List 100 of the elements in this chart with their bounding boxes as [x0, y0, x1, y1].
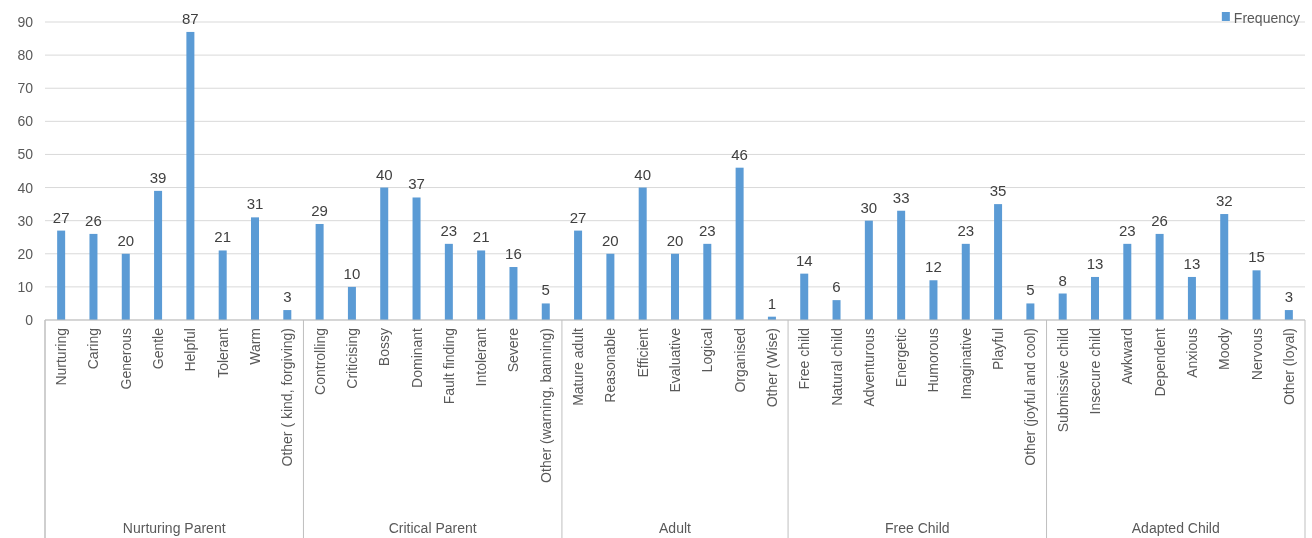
- bar: [1058, 293, 1067, 320]
- bar: [89, 233, 98, 320]
- data-label: 3: [1284, 288, 1294, 306]
- text: Critical Parent: [388, 520, 477, 536]
- bar: [509, 267, 518, 320]
- x-tick-label: Controlling: [311, 328, 328, 395]
- bar: [574, 230, 583, 320]
- x-tick-label: Playful: [990, 328, 1007, 371]
- y-tick-label: 0: [25, 311, 34, 328]
- bar: [477, 250, 486, 320]
- x-tick-label: Generous: [117, 328, 134, 390]
- x-tick-label: Mature adult: [570, 327, 587, 406]
- data-label: 33: [892, 188, 910, 206]
- x-tick-label: Adventurous: [860, 328, 877, 407]
- bar: [1091, 276, 1099, 320]
- x-tick-label: Awkward: [1119, 328, 1136, 385]
- x-tick-label: Submissive child: [1054, 328, 1071, 433]
- data-label: 1: [767, 294, 777, 312]
- data-label: 13: [1086, 254, 1104, 272]
- data-label: 26: [85, 211, 102, 229]
- bar: [380, 187, 389, 320]
- bar: [57, 230, 66, 320]
- y-tick-label: 10: [17, 278, 34, 295]
- x-tick-label: Other (warning, banning): [537, 328, 554, 483]
- x-tick-label: Organised: [731, 328, 748, 393]
- x-tick-label: Insecure child: [1087, 328, 1103, 415]
- data-label: 13: [1183, 254, 1201, 272]
- x-tick-label: Other ( kind, forgiving): [279, 328, 296, 467]
- data-label: 5: [541, 281, 550, 299]
- data-label: 46: [731, 145, 748, 163]
- data-label: 15: [1248, 248, 1265, 266]
- bar: [606, 253, 615, 320]
- y-tick-label: 30: [17, 212, 34, 229]
- x-tick-label: Free child: [796, 328, 813, 390]
- data-label: 40: [375, 165, 393, 183]
- x-tick-label: Dominant: [408, 327, 425, 388]
- bar: [347, 286, 356, 320]
- x-tick-label: Tolerant: [214, 327, 231, 378]
- bar: [541, 303, 550, 320]
- data-label: 40: [634, 165, 652, 183]
- bar: [121, 253, 130, 320]
- data-label: 21: [214, 228, 232, 246]
- x-tick-label: Humorous: [925, 328, 942, 393]
- bar: [1155, 233, 1164, 320]
- bar: [832, 300, 841, 320]
- x-tick-label: Efficient: [634, 327, 651, 378]
- data-label: 23: [957, 221, 975, 239]
- text: Free Child: [885, 520, 950, 536]
- x-tick-label: Reasonable: [602, 327, 619, 403]
- y-tick-label: 70: [17, 80, 34, 97]
- y-tick-label: 60: [17, 113, 34, 130]
- data-label: 31: [246, 195, 264, 213]
- bar: [1187, 276, 1196, 320]
- x-tick-label: Nervous: [1248, 328, 1265, 381]
- data-label: 20: [602, 231, 619, 249]
- bar: [412, 197, 421, 320]
- x-tick-label: Imaginative: [957, 327, 974, 400]
- x-tick-label: Nurturing: [53, 328, 70, 386]
- data-label: 26: [1151, 211, 1168, 229]
- data-label: 32: [1215, 192, 1233, 210]
- data-label: 10: [343, 264, 361, 282]
- bar: [251, 217, 259, 320]
- bar: [186, 31, 195, 320]
- y-tick-label: 80: [17, 47, 34, 64]
- bar: [1123, 243, 1132, 320]
- x-tick-label: Other (Wise): [763, 328, 780, 408]
- x-tick-label: Dependent: [1151, 327, 1168, 397]
- data-label: 37: [408, 175, 425, 193]
- bar: [961, 243, 970, 320]
- bar: [154, 190, 163, 320]
- x-tick-label: Energetic: [893, 328, 910, 388]
- data-label: 8: [1058, 271, 1067, 289]
- data-label: 12: [925, 258, 942, 276]
- bar: [444, 243, 453, 320]
- x-tick-label: Other (joyful and cool): [1022, 328, 1039, 466]
- bar: [994, 204, 1003, 320]
- x-tick-label: Criticising: [343, 328, 360, 389]
- data-label: 30: [860, 198, 878, 216]
- x-tick-label: Anxious: [1183, 328, 1200, 378]
- x-tick-label: Severe: [505, 327, 522, 373]
- bar: [800, 273, 809, 320]
- x-tick-label: Moody: [1216, 328, 1233, 371]
- x-tick-label: Intolerant: [473, 327, 490, 387]
- x-tick-label: Natural child: [828, 328, 845, 406]
- y-tick-label: 40: [17, 179, 34, 196]
- x-tick-label: Evaluative: [667, 327, 683, 393]
- bar: [703, 243, 712, 320]
- y-tick-label: 90: [17, 13, 34, 30]
- data-label: 20: [666, 231, 684, 249]
- data-label: 21: [472, 228, 490, 246]
- bar: [283, 310, 292, 320]
- x-tick-label: Bossy: [376, 328, 393, 367]
- bar: [1220, 214, 1229, 320]
- data-label: 87: [182, 9, 199, 27]
- bar: [638, 187, 647, 320]
- x-tick-label: Other (loyal): [1280, 328, 1297, 406]
- data-label: 23: [440, 221, 458, 239]
- y-tick-label: 50: [17, 146, 34, 163]
- bar: [929, 280, 938, 320]
- bar: [315, 223, 324, 320]
